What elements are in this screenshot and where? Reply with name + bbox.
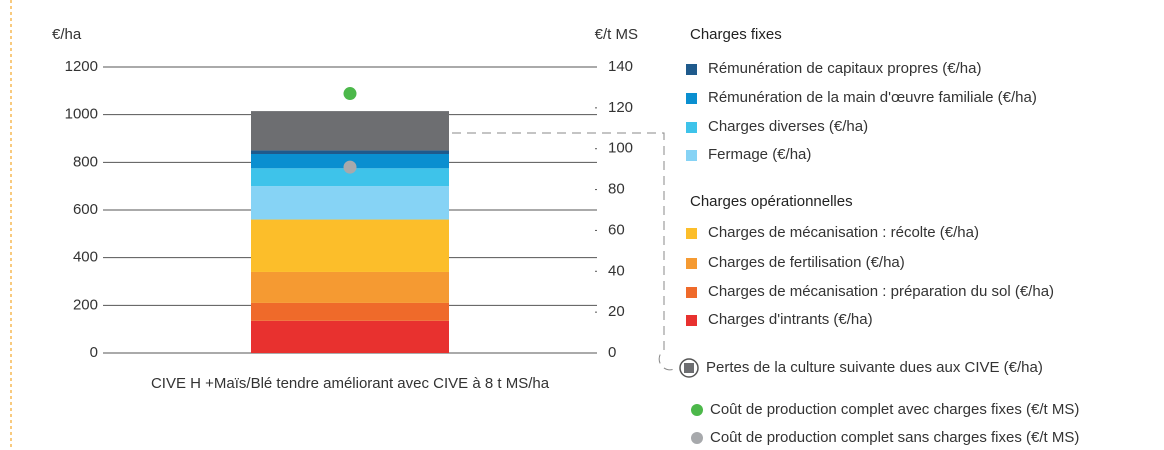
bar-segment (251, 111, 449, 151)
point (343, 160, 357, 174)
y-tick-label: 200 (73, 296, 98, 313)
bar-segment (251, 186, 449, 220)
y2-tick-label: 0 (608, 344, 616, 361)
y2-axis-label: €/t MS (595, 26, 638, 43)
legend-label: Charges de mécanisation : préparation du… (708, 283, 1054, 300)
y2-tick-label: 100 (608, 140, 633, 157)
y-tick-label: 800 (73, 153, 98, 170)
y-tick-label: 1200 (65, 58, 98, 75)
legend-label: Charges de fertilisation (€/ha) (708, 254, 905, 271)
y2-tick-label: 20 (608, 303, 625, 320)
legend-label: Coût de production complet avec charges … (710, 401, 1079, 418)
legend-marker (686, 228, 697, 239)
connector (452, 132, 677, 371)
y2-tick-label: 80 (608, 181, 625, 198)
legend-marker (686, 287, 697, 298)
y2-tick-label: 120 (608, 99, 633, 116)
legend-label: Rémunération de capitaux propres (€/ha) (708, 60, 982, 77)
point (343, 87, 357, 101)
legend-marker (686, 122, 697, 133)
legend-marker (684, 363, 694, 373)
legend-label: Pertes de la culture suivante dues aux C… (706, 359, 1043, 376)
y-tick-label: 400 (73, 249, 98, 266)
y2-tick-label: 140 (608, 58, 633, 75)
legend-marker (686, 315, 697, 326)
legend-label: Coût de production complet sans charges … (710, 429, 1079, 446)
bar-segment (251, 320, 449, 353)
y-tick-label: 600 (73, 201, 98, 218)
legend-marker (686, 258, 697, 269)
legend-marker-ring (679, 358, 699, 378)
bar-segment (251, 219, 449, 272)
bar-segment (251, 168, 449, 187)
legend-label: Charges de mécanisation : récolte (€/ha) (708, 224, 979, 241)
y-tick-label: 0 (90, 344, 98, 361)
legend-heading: Charges fixes (690, 26, 782, 43)
y-tick-label: 1000 (65, 106, 98, 123)
legend-marker (691, 432, 703, 444)
bar-segment (251, 150, 449, 154)
x-tick-label: CIVE H +Maïs/Blé tendre améliorant avec … (151, 375, 550, 392)
legend-marker (686, 64, 697, 75)
legend-heading: Charges opérationnelles (690, 193, 853, 210)
legend-label: Charges diverses (€/ha) (708, 118, 868, 135)
y-axis-label: €/ha (52, 26, 82, 43)
legend-marker (686, 93, 697, 104)
legend-label: Charges d'intrants (€/ha) (708, 311, 873, 328)
legend-marker (686, 150, 697, 161)
legend-label: Fermage (€/ha) (708, 146, 811, 163)
legend-marker (691, 404, 703, 416)
bar-segment (251, 271, 449, 303)
legend-label: Rémunération de la main d'œuvre familial… (708, 89, 1037, 106)
bar-segment (251, 302, 449, 321)
y2-tick-label: 40 (608, 262, 625, 279)
y2-tick-label: 60 (608, 221, 625, 238)
